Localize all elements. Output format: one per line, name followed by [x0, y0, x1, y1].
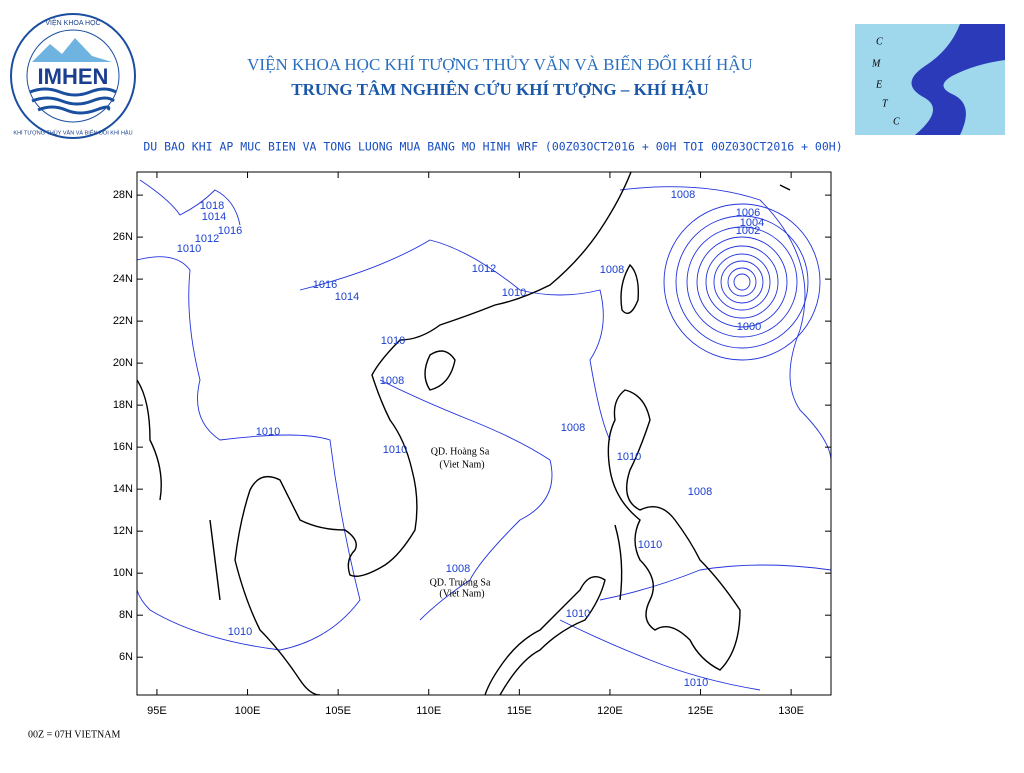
x-tick-label: 120E	[597, 705, 623, 717]
contour-label: 1010	[684, 677, 708, 689]
logo-name: IMHEN	[38, 64, 109, 89]
y-tick-label: 28N	[113, 189, 133, 201]
contour-label: 1010	[381, 335, 405, 347]
contour-label: 1010	[638, 539, 662, 551]
contour-label: 1006	[736, 207, 760, 219]
contour-label: 1002	[736, 225, 760, 237]
x-tick-label: 115E	[507, 705, 532, 717]
contour-label: 1012	[195, 233, 219, 245]
header-line1: VIỆN KHOA HỌC KHÍ TƯỢNG THỦY VĂN VÀ BIẾN…	[247, 54, 753, 74]
coastlines	[137, 172, 791, 695]
place-label: (Viet Nam)	[439, 588, 484, 599]
contour-label: 1008	[561, 422, 585, 434]
contour-label: 1008	[671, 189, 695, 201]
logo-letter: M	[871, 58, 881, 69]
logo-ring-text: KHÍ TƯỢNG THỦY VĂN VÀ BIẾN ĐỔI KHÍ HẬU	[13, 129, 132, 136]
header-line2: TRUNG TÂM NGHIÊN CỨU KHÍ TƯỢNG – KHÍ HẬU	[291, 80, 708, 99]
isobars	[137, 179, 831, 691]
y-tick-label: 10N	[113, 567, 133, 579]
place-label: (Viet Nam)	[439, 459, 484, 470]
contour-label: 1010	[228, 626, 252, 638]
x-tick-label: 125E	[688, 705, 714, 717]
map-frame	[136, 171, 832, 696]
contour-label: 1010	[566, 608, 590, 620]
y-tick-label: 6N	[119, 651, 133, 663]
imhen-logo: IMHEN VIỆN KHOA HỌC KHÍ TƯỢNG THỦY VĂN V…	[10, 13, 136, 139]
contour-label: 1014	[202, 211, 226, 223]
logo-letter: T	[882, 98, 889, 109]
contour-label: 1010	[383, 444, 407, 456]
logo-letter: C	[876, 36, 883, 47]
logo-top-text: VIỆN KHOA HỌC	[45, 18, 100, 27]
contour-label: 1014	[335, 291, 359, 303]
contour-label: 1018	[200, 200, 224, 212]
y-tick-label: 8N	[119, 609, 133, 621]
place-label: QD. Hoàng Sa	[431, 446, 490, 457]
y-tick-label: 26N	[113, 231, 133, 243]
y-tick-label: 18N	[113, 399, 133, 411]
map-title: DU BAO KHI AP MUC BIEN VA TONG LUONG MUA…	[143, 140, 842, 154]
contour-label: 1008	[380, 375, 404, 387]
map-content	[137, 172, 831, 695]
contour-label: 1010	[502, 287, 526, 299]
contour-label: 1010	[177, 243, 201, 255]
contour-label: 1008	[688, 486, 712, 498]
contour-label: 1008	[446, 563, 470, 575]
logo-letter: C	[893, 116, 900, 127]
contour-label: 1016	[313, 279, 337, 291]
y-tick-label: 24N	[113, 273, 133, 285]
y-tick-label: 22N	[113, 315, 133, 327]
x-tick-label: 110E	[416, 705, 441, 717]
contour-label: 1004	[740, 217, 764, 229]
cmetc-logo: C M E T C	[855, 24, 1005, 135]
y-tick-label: 14N	[113, 483, 133, 495]
contour-label: 1010	[617, 451, 641, 463]
x-tick-label: 130E	[778, 705, 804, 717]
y-tick-label: 20N	[113, 357, 133, 369]
y-tick-label: 16N	[113, 441, 133, 453]
y-tick-label: 12N	[113, 525, 133, 537]
map	[136, 171, 832, 696]
x-tick-label: 95E	[147, 705, 167, 717]
x-tick-label: 105E	[325, 705, 351, 717]
contour-label: 1016	[218, 225, 242, 237]
x-tick-label: 100E	[235, 705, 261, 717]
place-label: QD. Truòng Sa	[430, 577, 491, 588]
logo-letter: E	[875, 79, 882, 90]
footer: 00Z = 07H VIETNAM	[28, 729, 121, 740]
contour-label: 1008	[600, 264, 624, 276]
contour-label: 1000	[737, 321, 761, 333]
contour-label: 1010	[256, 426, 280, 438]
contour-label: 1012	[472, 263, 496, 275]
